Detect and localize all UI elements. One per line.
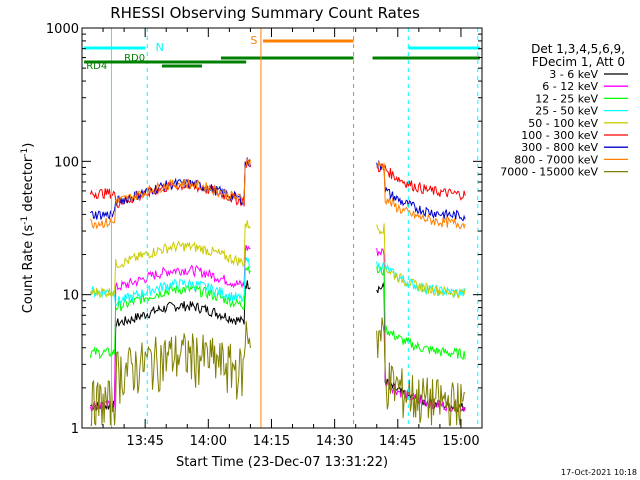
y-axis-label: Count Rate (s-1 detector-1) bbox=[20, 143, 36, 314]
legend-label: 100 - 300 keV bbox=[521, 129, 598, 142]
series-line-b-6 bbox=[376, 159, 466, 222]
footer-date: 17-Oct-2021 10:18 bbox=[561, 468, 637, 477]
series-line-8 bbox=[90, 321, 251, 426]
night-flag-label: N bbox=[156, 41, 164, 54]
series-line-b-4 bbox=[376, 223, 466, 299]
series-line-7 bbox=[89, 157, 251, 230]
x-tick-label: 13:45 bbox=[126, 434, 163, 449]
series-line-0 bbox=[90, 280, 251, 412]
series-line-6 bbox=[90, 157, 251, 220]
series-line-b-3 bbox=[376, 261, 466, 299]
legend-header-line-1: Det 1,3,4,5,6,9, bbox=[531, 42, 625, 56]
legend-label: 6 - 12 keV bbox=[542, 80, 598, 93]
rd0-flag-label: RD0 bbox=[124, 53, 145, 64]
series-line-b-7 bbox=[376, 161, 466, 230]
series-line-b-8 bbox=[376, 317, 466, 426]
rd4-flag-label: RD4 bbox=[86, 61, 107, 72]
series-line-2 bbox=[89, 266, 251, 360]
legend-label: 300 - 800 keV bbox=[521, 141, 598, 154]
y-tick-label: 1 bbox=[71, 422, 79, 437]
series-line-b-5 bbox=[376, 163, 466, 201]
legend-label: 800 - 7000 keV bbox=[514, 153, 598, 166]
legend-label: 7000 - 15000 keV bbox=[500, 166, 598, 179]
y-tick-label: 10 bbox=[62, 289, 79, 304]
series-line-4 bbox=[89, 220, 251, 299]
x-tick-label: 14:00 bbox=[190, 434, 227, 449]
saa-flag-label: S bbox=[250, 34, 257, 47]
x-tick-label: 14:30 bbox=[316, 434, 353, 449]
series-line-3 bbox=[89, 257, 251, 307]
x-axis-label: Start Time (23-Dec-07 13:31:22) bbox=[176, 455, 388, 470]
x-tick-label: 15:00 bbox=[442, 434, 479, 449]
series-line-1 bbox=[89, 245, 251, 412]
legend-label: 12 - 25 keV bbox=[535, 92, 598, 105]
series-line-b-2 bbox=[376, 265, 466, 361]
y-tick-label: 100 bbox=[54, 155, 79, 170]
legend-label: 25 - 50 keV bbox=[535, 105, 598, 118]
x-tick-label: 14:15 bbox=[253, 434, 290, 449]
plot-frame bbox=[81, 27, 483, 429]
legend-label: 50 - 100 keV bbox=[528, 117, 598, 130]
chart-title: RHESSI Observing Summary Count Rates bbox=[110, 4, 420, 22]
y-tick-label: 1000 bbox=[46, 22, 79, 37]
legend-label: 3 - 6 keV bbox=[549, 68, 598, 81]
legend-header-line-2: FDecim 1, Att 0 bbox=[532, 55, 625, 69]
x-tick-label: 14:45 bbox=[379, 434, 416, 449]
